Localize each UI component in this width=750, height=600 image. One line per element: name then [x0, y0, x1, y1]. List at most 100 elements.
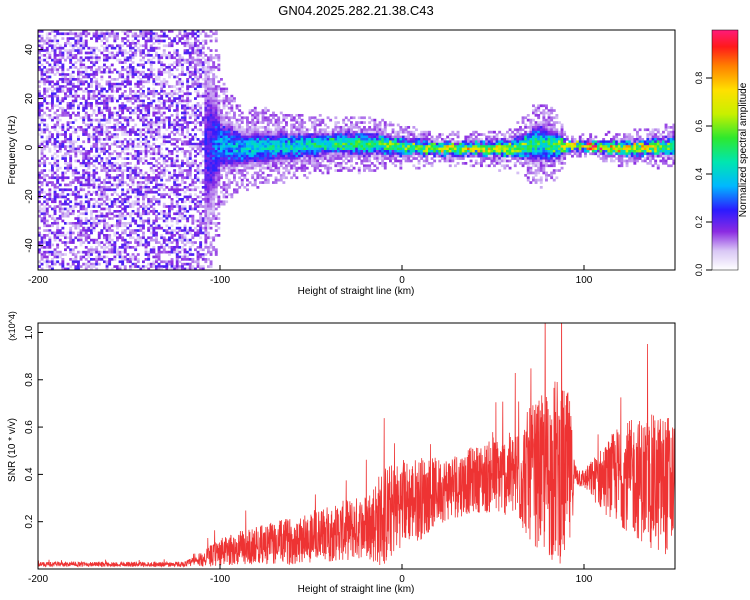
heatmap-cell [160, 183, 164, 187]
heatmap-cell [77, 222, 80, 225]
heatmap-cell [97, 135, 101, 139]
heatmap-cell [64, 207, 67, 211]
heatmap-cell [194, 73, 197, 76]
heatmap-cell [222, 188, 226, 192]
heatmap-cell [126, 58, 130, 62]
heatmap-cell [79, 183, 83, 187]
heatmap-cell [160, 250, 164, 254]
heatmap-cell [238, 152, 242, 156]
heatmap-cell [199, 190, 203, 194]
heatmap-cell [40, 34, 44, 38]
heatmap-cell [56, 133, 60, 136]
heatmap-cell [186, 159, 190, 163]
heatmap-cell [311, 147, 314, 151]
heatmap-cell [214, 166, 218, 170]
heatmap-cell [90, 224, 93, 228]
heatmap-cell [227, 140, 231, 144]
heatmap-cell [168, 126, 171, 129]
heatmap-cell [217, 116, 221, 120]
heatmap-cell [178, 54, 182, 57]
heatmap-cell [136, 145, 140, 148]
heatmap-cell [110, 114, 114, 117]
heatmap-cell [256, 174, 260, 177]
heatmap-cell [142, 234, 145, 237]
heatmap-cell [207, 258, 210, 261]
heatmap-cell [48, 56, 52, 60]
heatmap-cell [282, 118, 286, 122]
heatmap-cell [230, 130, 234, 134]
heatmap-cell [100, 212, 104, 216]
heatmap-cell [108, 114, 112, 117]
heatmap-cell [303, 130, 307, 134]
heatmap-cell [105, 121, 109, 124]
heatmap-cell [162, 39, 166, 43]
heatmap-cell [201, 30, 205, 33]
heatmap-cell [64, 85, 67, 88]
heatmap-cell [230, 169, 234, 172]
heatmap-cell [90, 210, 93, 213]
heatmap-cell [157, 104, 161, 108]
heatmap-cell [103, 178, 106, 182]
heatmap-cell [82, 212, 86, 216]
heatmap-cell [79, 70, 83, 74]
heatmap-cell [209, 102, 213, 105]
heatmap-cell [90, 121, 93, 124]
heatmap-cell [207, 68, 210, 72]
heatmap-cell [235, 157, 239, 160]
heatmap-cell [108, 178, 112, 182]
heatmap-cell [144, 171, 148, 175]
heatmap-cell [186, 164, 190, 168]
heatmap-cell [136, 207, 140, 211]
heatmap-cell [230, 128, 234, 132]
heatmap-cell [207, 80, 210, 84]
heatmap-cell [77, 217, 80, 220]
heatmap-cell [207, 248, 210, 252]
heatmap-cell [201, 116, 205, 120]
heatmap-cell [194, 70, 197, 74]
heatmap-cell [100, 241, 104, 244]
heatmap-cell [261, 154, 265, 158]
heatmap-cell [204, 121, 208, 124]
heatmap-cell [168, 123, 171, 127]
heatmap-cell [196, 128, 200, 132]
heatmap-cell [144, 130, 148, 134]
heatmap-cell [209, 70, 213, 74]
heatmap-cell [142, 142, 145, 146]
heatmap-cell [186, 258, 190, 261]
heatmap-cell [116, 99, 119, 103]
heatmap-cell [152, 186, 156, 189]
heatmap-cell [71, 94, 75, 98]
heatmap-cell [209, 207, 213, 211]
heatmap-cell [103, 147, 106, 151]
heatmap-cell [108, 44, 112, 48]
heatmap-cell [69, 58, 73, 62]
heatmap-cell [123, 246, 127, 249]
heatmap-cell [118, 174, 122, 177]
heatmap-cell [126, 82, 130, 86]
heatmap-cell [212, 118, 216, 122]
heatmap-cell [261, 126, 265, 129]
heatmap-cell [51, 92, 54, 96]
heatmap-cell [139, 238, 143, 242]
heatmap-cell [209, 193, 213, 196]
heatmap-cell [207, 111, 210, 115]
heatmap-cell [118, 94, 122, 98]
heatmap-cell [212, 183, 216, 187]
heatmap-cell [144, 246, 148, 249]
heatmap-cell [116, 154, 119, 158]
heatmap-cell [38, 171, 41, 175]
heatmap-cell [308, 154, 312, 158]
heatmap-cell [313, 157, 317, 160]
heatmap-cell [199, 109, 203, 112]
heatmap-cell [207, 169, 210, 172]
heatmap-cell [168, 188, 171, 192]
heatmap-cell [58, 66, 62, 69]
heatmap-cell [305, 128, 309, 132]
heatmap-cell [168, 106, 171, 110]
heatmap-cell [131, 236, 135, 240]
heatmap-cell [45, 229, 49, 232]
heatmap-cell [144, 176, 148, 180]
heatmap-cell [305, 150, 309, 153]
heatmap-cell [126, 234, 130, 237]
heatmap-cell [212, 128, 216, 132]
